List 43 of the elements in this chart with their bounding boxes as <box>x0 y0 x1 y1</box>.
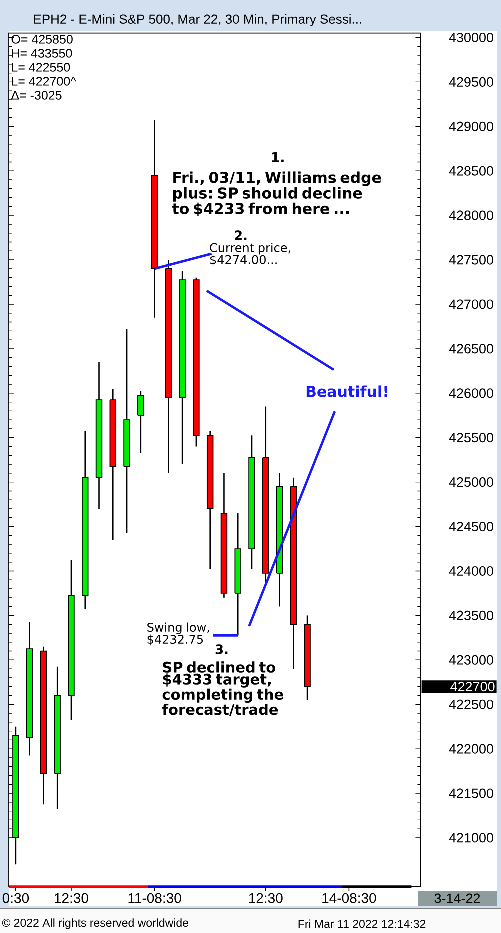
annotation: Current price, $4274.00... <box>210 243 290 266</box>
annotation: 2. <box>235 230 247 240</box>
ref-line-label: Swing low, $4232.75 <box>148 622 210 646</box>
y-tick-label: 428500 <box>449 166 494 176</box>
annotation: Δ= -3025 <box>12 91 62 100</box>
annotation: 1. <box>272 152 284 162</box>
annotation: O= 425850 <box>12 35 73 44</box>
x-tick-label: 12:30 <box>249 893 283 904</box>
y-tick-label: 429000 <box>449 122 494 132</box>
y-tick-label: 422000 <box>449 744 494 754</box>
annotation: Fri., 03/11, Williams edge plus: SP should decline to $4233 from here ... <box>172 172 382 216</box>
annotation: Beautiful! <box>306 386 388 398</box>
chart-title: EPH2 - E-Mini S&P 500, Mar 22, 30 Min, Primary Sessi... <box>34 14 362 27</box>
y-tick-label: 427000 <box>449 300 494 310</box>
y-tick-label: 425000 <box>449 478 494 488</box>
y-tick-label: 421000 <box>449 833 494 843</box>
annotation: L= 422550 <box>12 63 70 72</box>
y-tick-label: 421500 <box>449 788 494 798</box>
annotation: H= 433550 <box>12 49 72 58</box>
x-tick-label: 11-08:30 <box>128 893 182 904</box>
annotation: SP declined to $4333 target, completing the forecast/trade <box>162 662 284 716</box>
y-tick-label: 427500 <box>449 255 494 265</box>
text: Fri Mar 11 2022 12:14:32 <box>298 920 426 928</box>
text: © 2022 All rights reserved worldwide <box>2 918 188 930</box>
annotation: L= 422700^ <box>12 77 76 86</box>
y-tick-label: 426500 <box>449 344 494 354</box>
y-tick-label: 422500 <box>449 700 494 710</box>
y-tick-label: 428000 <box>449 210 494 220</box>
x-tick-label: 0:30 <box>2 893 30 904</box>
y-tick-label: 430000 <box>449 32 494 43</box>
y-tick-label: 429500 <box>449 77 494 87</box>
text: 422700 <box>450 682 495 692</box>
candlestick <box>138 390 144 454</box>
y-tick-label: 423500 <box>449 610 494 620</box>
y-tick-label: 424000 <box>449 566 494 576</box>
annotation: 3. <box>216 644 228 654</box>
y-tick-label: 426000 <box>449 388 494 398</box>
x-tick-label: 14-08:30 <box>322 893 376 904</box>
text: 3-14-22 <box>434 894 480 904</box>
x-tick-label: 12:30 <box>55 893 88 904</box>
y-tick-label: 424500 <box>449 522 494 532</box>
y-tick-label: 423000 <box>449 655 494 665</box>
y-tick-label: 425500 <box>449 433 494 443</box>
